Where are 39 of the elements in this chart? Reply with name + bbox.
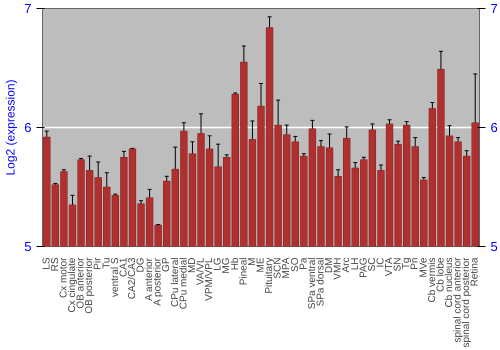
x-tick-label: Pir: [92, 256, 104, 270]
y2-tick-label: 7: [490, 1, 498, 16]
x-tick-label: CA1: [118, 257, 130, 277]
y2-tick-label: 6: [490, 120, 498, 135]
x-tick-label: SO: [290, 257, 301, 272]
x-tick-label: IC: [375, 258, 386, 268]
y-tick-label: 6: [24, 120, 32, 135]
x-tick-label: Pineal: [238, 257, 250, 286]
x-tick-label: CPu medial: [178, 257, 190, 310]
x-tick-label: M: [246, 257, 258, 266]
x-tick-label: Hb: [230, 257, 241, 270]
x-tick-label: Pituitary: [264, 258, 276, 294]
y2-tick-label: 5: [490, 239, 498, 254]
x-tick-label: SPa dorsal: [315, 257, 326, 306]
x-tick-label: spinal cord posterior: [461, 256, 472, 348]
x-tick-label: Retina: [470, 257, 481, 286]
x-tick-label: A posterior: [152, 257, 164, 306]
y-tick-label: 7: [24, 1, 32, 16]
x-tick-label: Pa: [298, 257, 310, 270]
x-tick-label: RS: [50, 257, 61, 272]
x-tick-label: Cb lobe: [435, 257, 446, 292]
x-tick-label: Tu: [101, 257, 112, 269]
x-tick-label: MPA: [281, 257, 292, 278]
x-tick-label: SC: [366, 257, 378, 272]
x-tick-label: Arc: [341, 258, 352, 272]
x-tick-label: Tg: [401, 258, 412, 270]
x-tick-label: ME: [256, 257, 266, 272]
x-tick-label: MVe: [418, 257, 430, 278]
x-tick-label: PAG: [358, 257, 370, 278]
y-axis-title: Log2 (expression): [3, 79, 18, 176]
x-tick-label: LH: [350, 257, 361, 270]
y-tick-label: 5: [24, 239, 32, 254]
x-tick-label: OB posterior: [84, 256, 96, 314]
x-tick-label: ventral S: [110, 257, 121, 297]
x-tick-label: GP: [161, 257, 172, 272]
x-tick-label: CA2/CA3: [126, 257, 138, 300]
x-tick-label: Pn: [410, 257, 421, 270]
x-tick-label: Cx cingulate: [66, 257, 78, 313]
x-tick-label: LS: [41, 257, 52, 270]
